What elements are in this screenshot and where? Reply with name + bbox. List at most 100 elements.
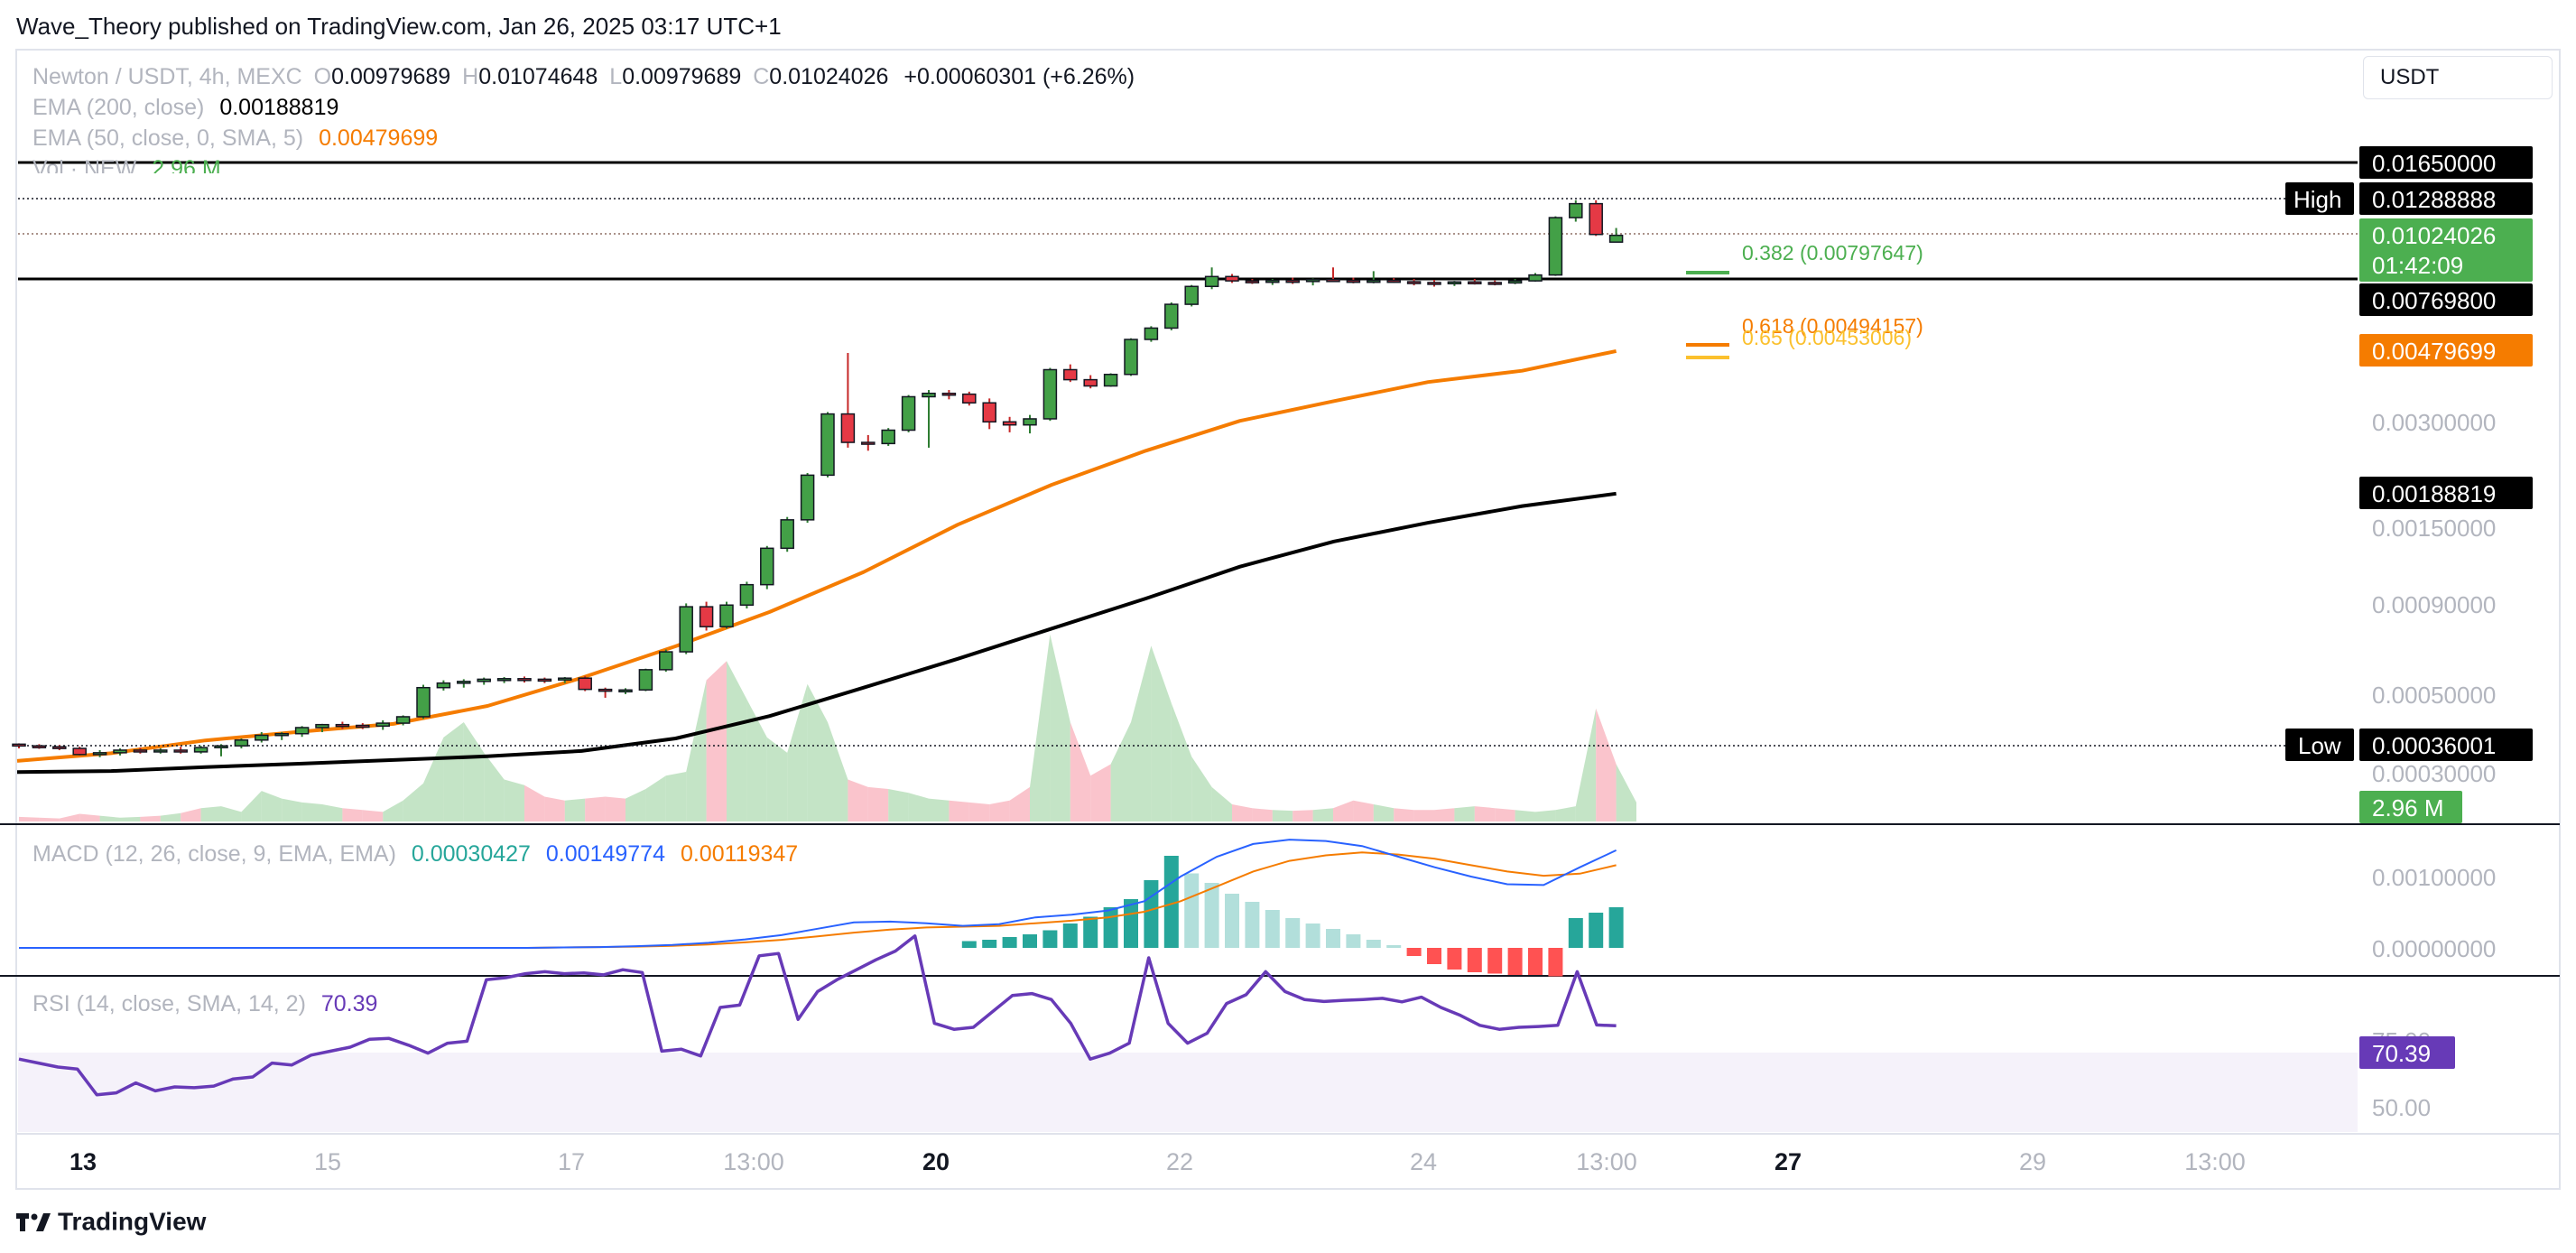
candle bbox=[881, 428, 895, 446]
volume-segment bbox=[261, 791, 283, 821]
candle bbox=[113, 748, 127, 756]
candle bbox=[901, 394, 916, 432]
ema200-legend[interactable]: EMA (200, close) 0.00188819 bbox=[32, 92, 1135, 123]
macd-histogram-bar bbox=[1548, 948, 1563, 977]
price-tick-300: 0.00300000 bbox=[2372, 409, 2496, 436]
candle bbox=[558, 676, 572, 683]
volume-segment bbox=[301, 802, 322, 821]
macd-histogram-bar bbox=[1225, 894, 1239, 948]
volume-segment bbox=[787, 683, 808, 821]
candle-body bbox=[1042, 368, 1058, 420]
candle-body bbox=[982, 402, 996, 423]
candle-body bbox=[1103, 374, 1118, 387]
candle-body bbox=[315, 723, 329, 729]
candle bbox=[1225, 274, 1239, 283]
symbol-title[interactable]: Newton / USDT, 4h, MEXC bbox=[32, 64, 302, 89]
macd-histogram-bar bbox=[1245, 902, 1260, 948]
volume-segment bbox=[1151, 645, 1172, 821]
current-price: 0.01024026 bbox=[2372, 222, 2496, 249]
price-tick-150: 0.00150000 bbox=[2372, 515, 2496, 542]
time-axis-label: 13:00 bbox=[1576, 1148, 1637, 1175]
candle-body bbox=[1528, 274, 1543, 282]
candle bbox=[699, 601, 714, 631]
volume-segment bbox=[1191, 756, 1212, 821]
tradingview-logo[interactable]: TradingView bbox=[16, 1206, 206, 1237]
ema50-legend[interactable]: EMA (50, close, 0, SMA, 5) 0.00479699 bbox=[32, 123, 1135, 153]
volume-segment bbox=[221, 806, 242, 821]
price-tag-0165: 0.01650000 bbox=[2372, 150, 2496, 177]
symbol-row: Newton / USDT, 4h, MEXC O0.00979689 H0.0… bbox=[32, 61, 1135, 92]
vol-legend[interactable]: Vol · NEW 2.96 M bbox=[32, 153, 1135, 173]
high-value: 0.01288888 bbox=[2372, 186, 2496, 213]
candle-body bbox=[638, 669, 653, 691]
candle bbox=[1023, 414, 1037, 434]
candle-body bbox=[193, 747, 208, 753]
candle-body bbox=[1285, 279, 1300, 283]
candle-body bbox=[1184, 285, 1199, 305]
candle-body bbox=[1487, 282, 1502, 285]
candle-body bbox=[1427, 282, 1441, 285]
macd-layer bbox=[19, 839, 1624, 977]
candle-body bbox=[92, 752, 107, 756]
volume-segment bbox=[1070, 722, 1091, 821]
open-label: O bbox=[313, 64, 332, 89]
high-tag: High bbox=[2293, 186, 2341, 213]
volume-segment bbox=[524, 784, 545, 821]
candle bbox=[719, 601, 734, 629]
candle bbox=[638, 668, 653, 691]
candle-body bbox=[153, 749, 168, 753]
low-value: 0.00036001 bbox=[2372, 732, 2496, 759]
high-tag-bg bbox=[2285, 182, 2354, 215]
macd-label: MACD (12, 26, close, 9, EMA, EMA) bbox=[32, 841, 396, 867]
macd-histogram-bar bbox=[1568, 918, 1583, 948]
candle bbox=[153, 748, 168, 754]
macd-histogram-bar bbox=[1023, 934, 1037, 948]
candle bbox=[193, 746, 208, 754]
low-label: L bbox=[609, 64, 623, 89]
close-value: 0.01024026 bbox=[769, 64, 889, 89]
legend: Newton / USDT, 4h, MEXC O0.00979689 H0.0… bbox=[32, 61, 1135, 173]
tradingview-wordmark: TradingView bbox=[58, 1207, 207, 1236]
macd-line-value: 0.00149774 bbox=[545, 841, 665, 867]
volume-segment bbox=[1009, 786, 1030, 821]
candle bbox=[12, 743, 26, 749]
candle bbox=[1346, 277, 1361, 283]
volume-segment bbox=[1434, 808, 1455, 821]
close-label: C bbox=[753, 64, 770, 89]
volume-segment bbox=[888, 789, 909, 821]
volume-segment bbox=[181, 808, 201, 821]
rsi-legend[interactable]: RSI (14, close, SMA, 14, 2) 70.39 bbox=[32, 991, 377, 1017]
candle-body bbox=[477, 678, 491, 682]
time-axis-label: 24 bbox=[1410, 1148, 1437, 1175]
candle-body bbox=[234, 739, 249, 747]
price-tick-90: 0.00090000 bbox=[2372, 591, 2496, 618]
volume-segment bbox=[200, 806, 221, 821]
time-axis-label: 27 bbox=[1774, 1148, 1802, 1175]
candle bbox=[1063, 364, 1078, 383]
macd-histogram-bar bbox=[1184, 873, 1200, 948]
volume-segment bbox=[1535, 810, 1556, 821]
candle bbox=[840, 353, 856, 448]
rsi-tag: 70.39 bbox=[2372, 1040, 2431, 1067]
candle-body bbox=[659, 651, 673, 671]
candle bbox=[1468, 278, 1482, 285]
fib-65-label: 0.65 (0.00453006) bbox=[1742, 326, 1912, 349]
high-label: H bbox=[462, 64, 479, 89]
volume-segment bbox=[342, 808, 363, 821]
candle bbox=[1204, 267, 1219, 290]
candle bbox=[294, 726, 310, 738]
candle bbox=[537, 677, 552, 683]
volume-segment bbox=[1373, 803, 1395, 821]
candle bbox=[1002, 416, 1017, 432]
candle-body bbox=[173, 749, 188, 753]
candle-body bbox=[820, 413, 835, 477]
vol-value: 2.96 M bbox=[152, 156, 221, 173]
candle-body bbox=[113, 749, 127, 754]
volume-segment bbox=[1413, 810, 1434, 821]
candle-body bbox=[72, 747, 87, 756]
currency-button[interactable]: USDT bbox=[2363, 56, 2553, 99]
macd-legend[interactable]: MACD (12, 26, close, 9, EMA, EMA) 0.0003… bbox=[32, 841, 798, 868]
tv-logo-icon bbox=[16, 1211, 51, 1233]
candle-body bbox=[496, 678, 512, 682]
